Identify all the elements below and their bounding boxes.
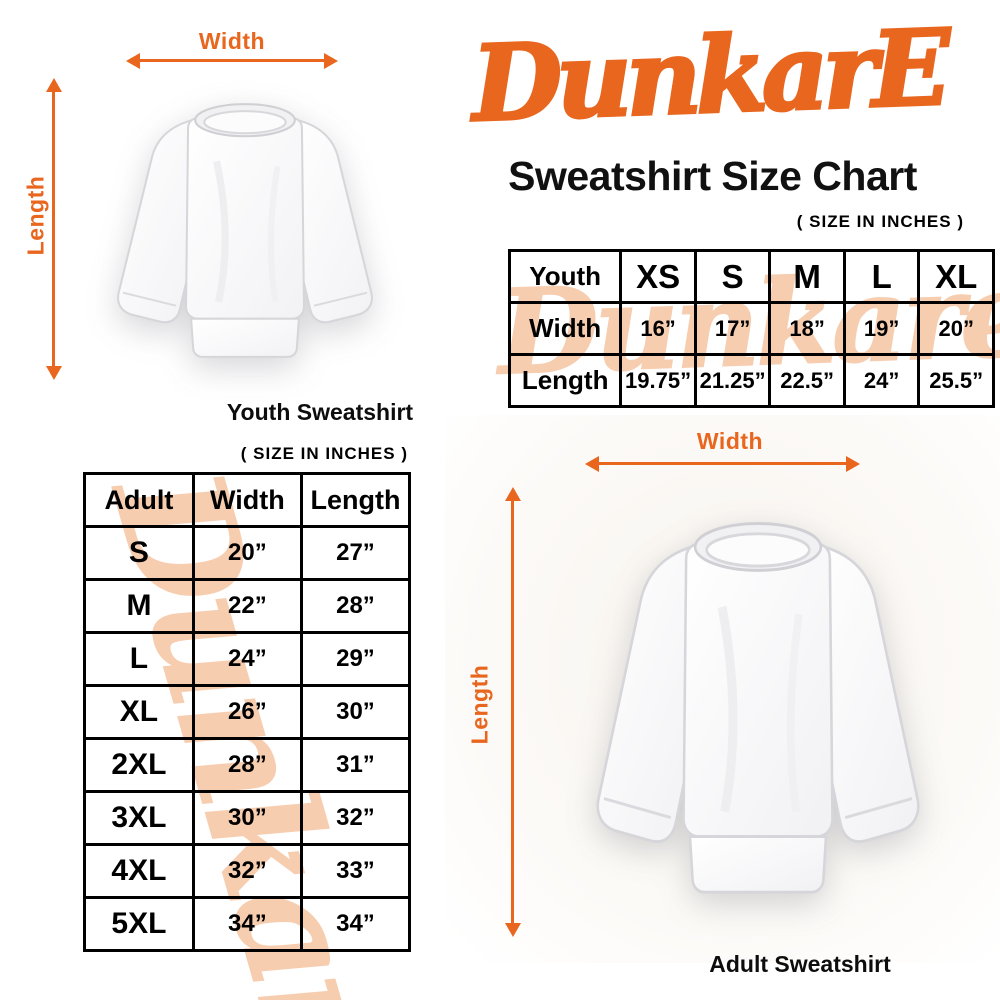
size-value: 26” — [191, 684, 303, 740]
youth-length-arrow — [46, 78, 62, 380]
row-header: 4XL — [83, 843, 195, 899]
size-value: 24” — [191, 631, 303, 687]
column-header: Length — [299, 472, 412, 528]
table-row: Width 16” 17” 18” 19” 20” — [507, 301, 995, 356]
adult-sweatshirt-caption: Adult Sweatshirt — [709, 951, 891, 977]
size-value: 20” — [191, 525, 303, 581]
row-header: 2XL — [83, 737, 195, 793]
adult-sweatshirt-image — [596, 522, 920, 894]
row-header: S — [83, 525, 195, 581]
table-row: 5XL 34” 34” — [83, 896, 412, 952]
column-header: M — [768, 249, 846, 304]
size-value: 32” — [191, 843, 303, 899]
column-header: S — [693, 249, 772, 304]
row-header: Length — [507, 353, 623, 408]
size-value: 18” — [768, 301, 846, 356]
adult-length-arrow — [505, 487, 521, 937]
adult-length-label: Length — [466, 664, 493, 745]
table-row: 3XL 30” 32” — [83, 790, 412, 846]
size-value: 31” — [299, 737, 412, 793]
column-header: Adult — [83, 472, 195, 528]
row-header: 3XL — [83, 790, 195, 846]
column-header: XS — [619, 249, 697, 304]
table-row: 2XL 28” 31” — [83, 737, 412, 793]
size-value: 24” — [842, 353, 921, 408]
column-header: Width — [191, 472, 303, 528]
size-value: 19” — [842, 301, 921, 356]
size-value: 22” — [191, 578, 303, 634]
size-value: 34” — [299, 896, 412, 952]
size-value: 21.25” — [693, 353, 772, 408]
size-value: 25.5” — [917, 353, 995, 408]
size-value: 33” — [299, 843, 412, 899]
size-value: 28” — [299, 578, 412, 634]
adult-size-table: Adult Width Length S 20” 27” M 22” 28” L 24” 29” XL 2… — [83, 472, 412, 952]
row-header: 5XL — [83, 896, 195, 952]
adult-size-units-note: ( SIZE IN INCHES ) — [240, 444, 408, 463]
size-value: 20” — [917, 301, 995, 356]
size-value: 22.5” — [768, 353, 846, 408]
table-row: M 22” 28” — [83, 578, 412, 634]
size-value: 17” — [693, 301, 772, 356]
header-row: Youth XS S M L XL — [507, 249, 995, 304]
row-header: L — [83, 631, 195, 687]
size-value: 28” — [191, 737, 303, 793]
table-row: 4XL 32” 33” — [83, 843, 412, 899]
youth-size-table: Youth XS S M L XL Width 16” 17” 18” 19” 20” Length 19… — [507, 249, 995, 408]
size-units-note: ( SIZE IN INCHES ) — [796, 212, 964, 231]
brand-logo: DunkarE — [468, 4, 948, 146]
youth-width-arrow — [126, 53, 338, 69]
column-header: Youth — [507, 249, 623, 304]
youth-length-label: Length — [22, 175, 49, 256]
youth-width-label: Width — [198, 28, 266, 54]
table-row: S 20” 27” — [83, 525, 412, 581]
row-header: XL — [83, 684, 195, 740]
youth-sweatshirt-image — [117, 103, 373, 358]
size-value: 30” — [299, 684, 412, 740]
column-header: L — [842, 249, 921, 304]
column-header: XL — [917, 249, 995, 304]
size-value: 27” — [299, 525, 412, 581]
adult-width-label: Width — [696, 428, 764, 454]
size-value: 34” — [191, 896, 303, 952]
youth-sweatshirt-caption: Youth Sweatshirt — [226, 399, 414, 425]
page-title: Sweatshirt Size Chart — [508, 153, 917, 199]
size-value: 30” — [191, 790, 303, 846]
header-row: Adult Width Length — [83, 472, 412, 528]
adult-width-arrow — [585, 456, 860, 472]
row-header: Width — [507, 301, 623, 356]
table-row: XL 26” 30” — [83, 684, 412, 740]
table-row: L 24” 29” — [83, 631, 412, 687]
size-value: 19.75” — [619, 353, 697, 408]
size-value: 16” — [619, 301, 697, 356]
size-value: 29” — [299, 631, 412, 687]
size-value: 32” — [299, 790, 412, 846]
row-header: M — [83, 578, 195, 634]
table-row: Length 19.75” 21.25” 22.5” 24” 25.5” — [507, 353, 995, 408]
